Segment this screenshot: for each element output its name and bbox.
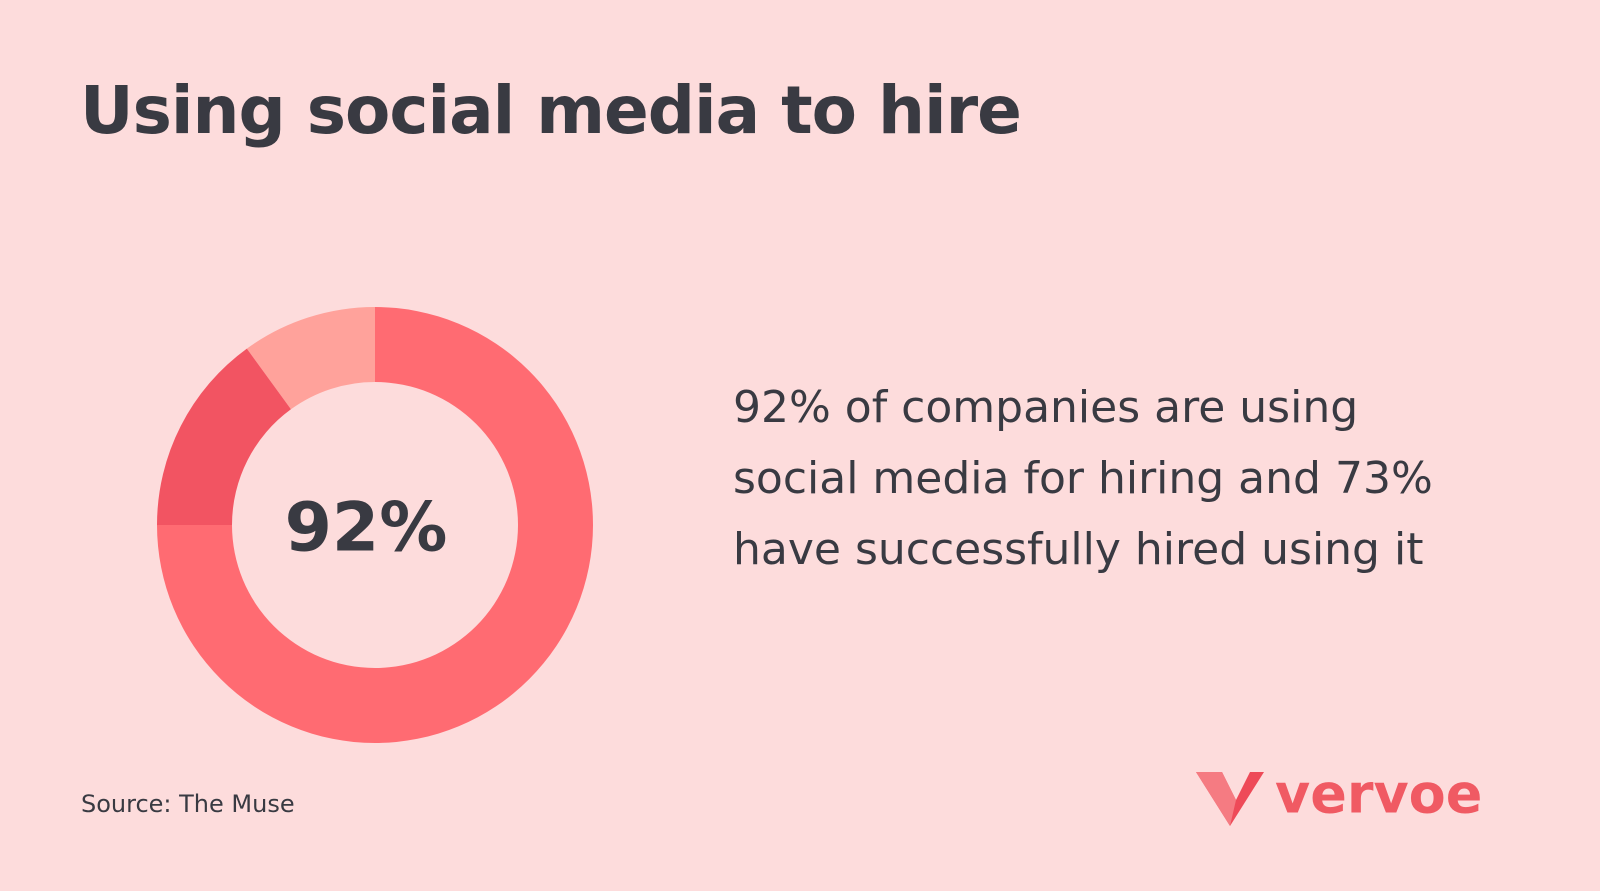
donut-slice — [157, 348, 291, 525]
description: 92% of companies are using social media … — [733, 382, 1433, 575]
donut-slice — [246, 307, 375, 410]
logo-text: vervoe — [1275, 763, 1482, 826]
donut-slice — [157, 307, 593, 743]
logo-mark-shade — [1196, 772, 1236, 826]
logo: vervoe — [1196, 763, 1482, 826]
source: Source: The Muse — [81, 790, 295, 818]
center-label: 92% — [285, 489, 448, 568]
chart-title: Using social media to hire — [80, 72, 1022, 149]
